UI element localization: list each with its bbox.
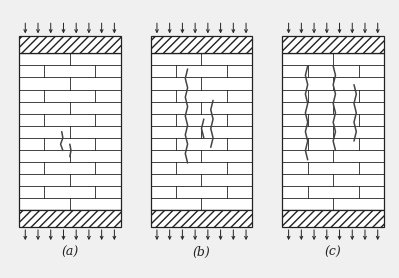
Bar	[150, 53, 253, 210]
Bar	[150, 36, 253, 53]
Bar	[19, 36, 121, 53]
Text: (a): (a)	[61, 246, 79, 259]
Bar	[150, 210, 253, 227]
Text: (c): (c)	[325, 246, 342, 259]
Bar	[282, 36, 384, 53]
Bar	[282, 53, 384, 210]
Text: (b): (b)	[193, 246, 210, 259]
Bar	[282, 210, 384, 227]
Bar	[19, 53, 121, 210]
Bar	[19, 210, 121, 227]
